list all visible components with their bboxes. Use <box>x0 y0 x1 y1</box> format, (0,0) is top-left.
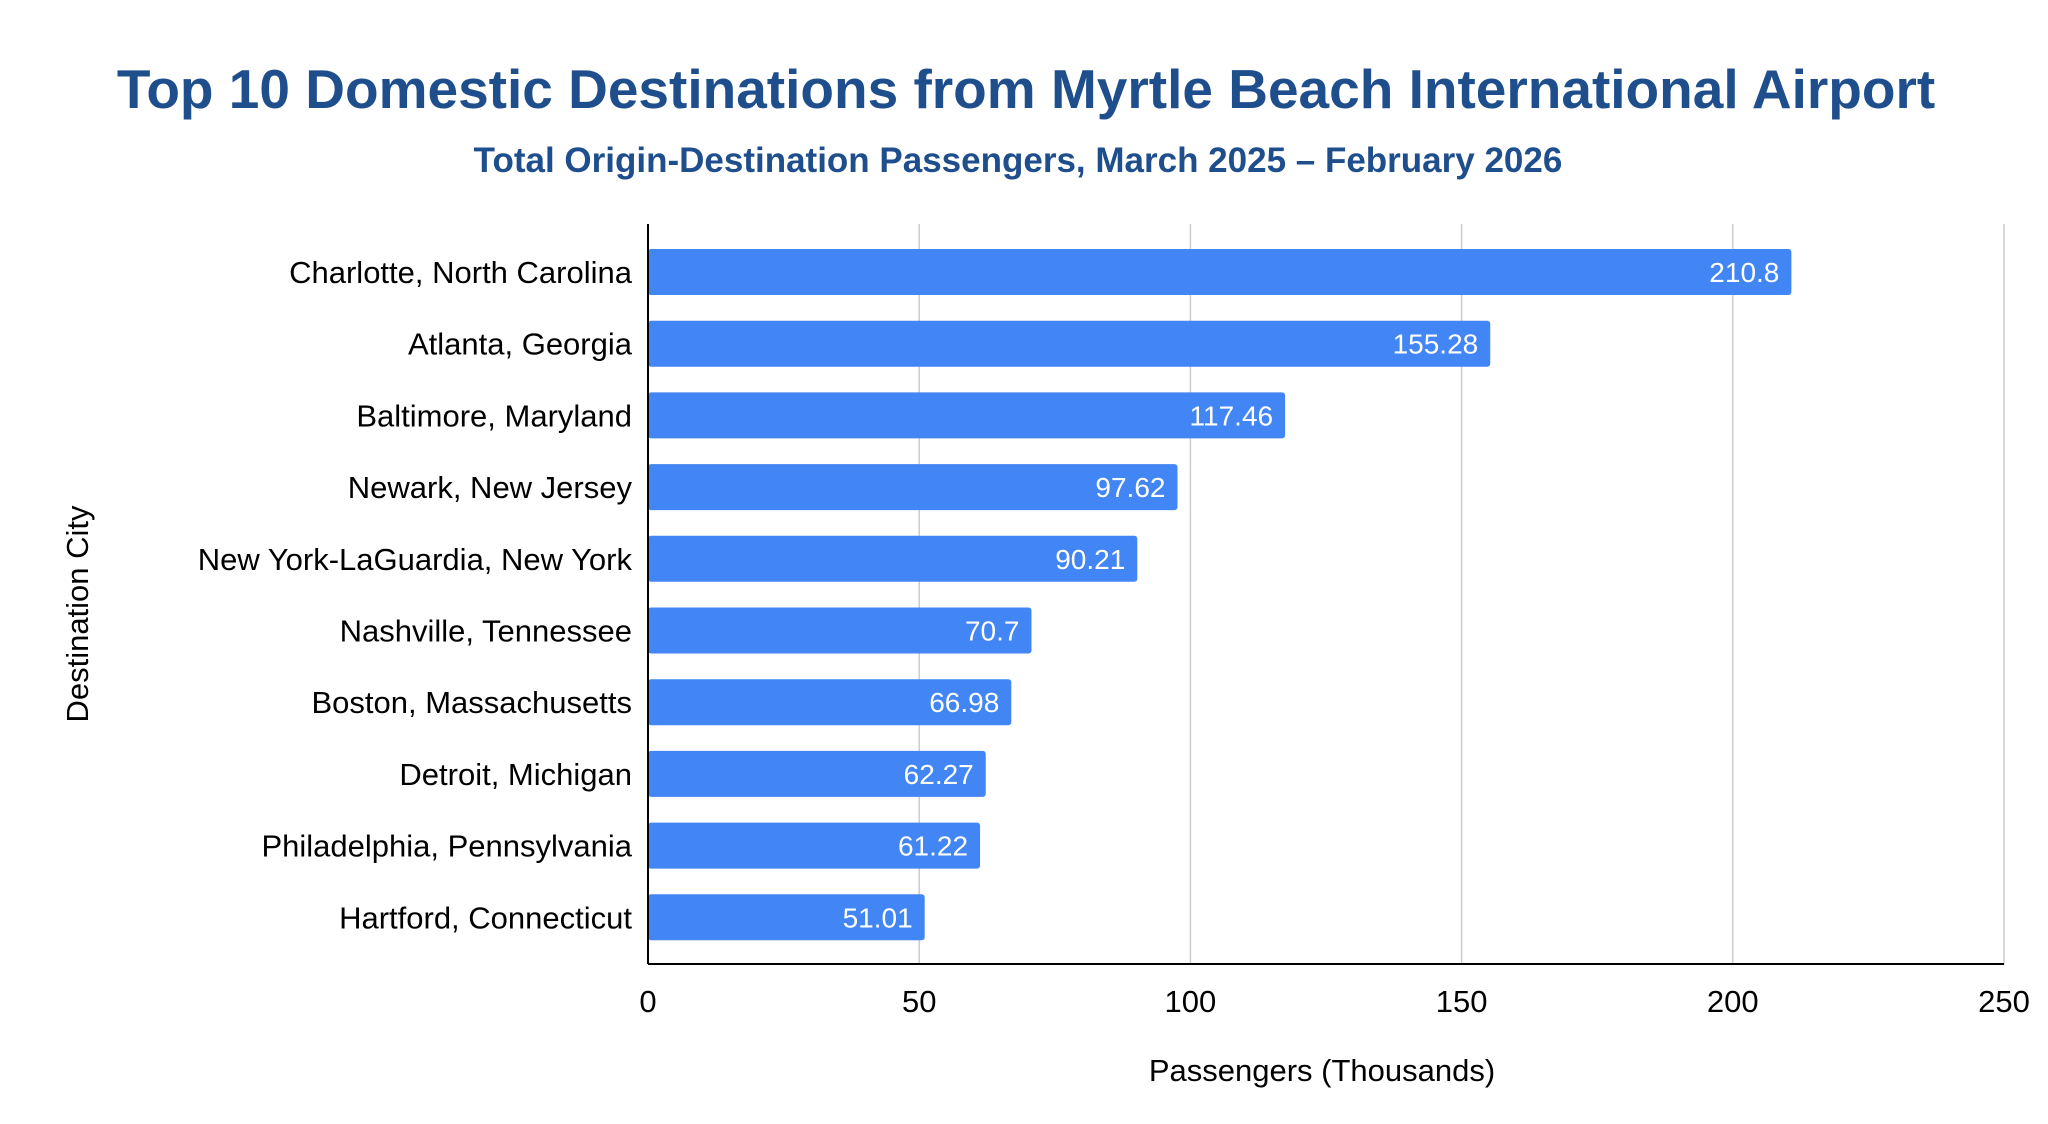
chart-subtitle: Total Origin-Destination Passengers, Mar… <box>474 141 1563 180</box>
category-label-1: Atlanta, Georgia <box>408 327 633 362</box>
bar-1 <box>648 320 1491 367</box>
axes <box>647 224 2004 965</box>
category-label-8: Philadelphia, Pennsylvania <box>261 829 632 864</box>
data-label-2: 117.46 <box>1190 400 1274 431</box>
bar-0 <box>648 249 1792 295</box>
category-label-6: Boston, Massachusetts <box>312 685 633 720</box>
x-tick-label-5: 250 <box>1978 984 2030 1019</box>
category-label-9: Hartford, Connecticut <box>339 900 632 935</box>
data-label-8: 61.22 <box>898 831 968 862</box>
bar-7 <box>648 750 986 797</box>
bar-4 <box>648 535 1138 582</box>
data-label-6: 66.98 <box>929 687 999 718</box>
x-tick-labels: 0 50 100 150 200 250 <box>639 984 2029 1019</box>
chart-title: Top 10 Domestic Destinations from Myrtle… <box>117 58 1935 120</box>
data-label-1: 155.28 <box>1393 329 1479 360</box>
category-label-2: Baltimore, Maryland <box>356 398 632 433</box>
category-label-7: Detroit, Michigan <box>399 757 632 792</box>
data-label-9: 51.01 <box>843 902 913 933</box>
data-label-5: 70.7 <box>965 616 1020 647</box>
x-tick-label-0: 0 <box>639 984 656 1019</box>
data-label-4: 90.21 <box>1055 544 1125 575</box>
x-tick-label-1: 50 <box>902 984 936 1019</box>
y-axis-title: Destination City <box>60 505 95 723</box>
data-label-7: 62.27 <box>904 759 974 790</box>
x-tick-label-2: 100 <box>1165 984 1217 1019</box>
bar-6 <box>648 679 1012 726</box>
x-tick-label-3: 150 <box>1436 984 1488 1019</box>
category-labels: Charlotte, North Carolina Atlanta, Georgi… <box>198 255 633 935</box>
bar-8 <box>648 822 981 869</box>
category-label-5: Nashville, Tennessee <box>340 614 632 649</box>
bar-2 <box>648 392 1286 439</box>
category-label-0: Charlotte, North Carolina <box>289 255 633 290</box>
x-axis-title: Passengers (Thousands) <box>1149 1053 1495 1088</box>
bar-9 <box>648 894 925 941</box>
category-label-4: New York-LaGuardia, New York <box>198 542 633 577</box>
data-label-0: 210.8 <box>1709 257 1779 288</box>
bar-5 <box>648 607 1032 654</box>
bars: 210.8 155.28 117.46 97.62 90.21 70.7 66.98 62.2… <box>648 249 1792 941</box>
x-tick-label-4: 200 <box>1707 984 1759 1019</box>
bar-3 <box>648 464 1178 511</box>
category-label-3: Newark, New Jersey <box>348 470 633 505</box>
data-label-3: 97.62 <box>1095 472 1165 503</box>
